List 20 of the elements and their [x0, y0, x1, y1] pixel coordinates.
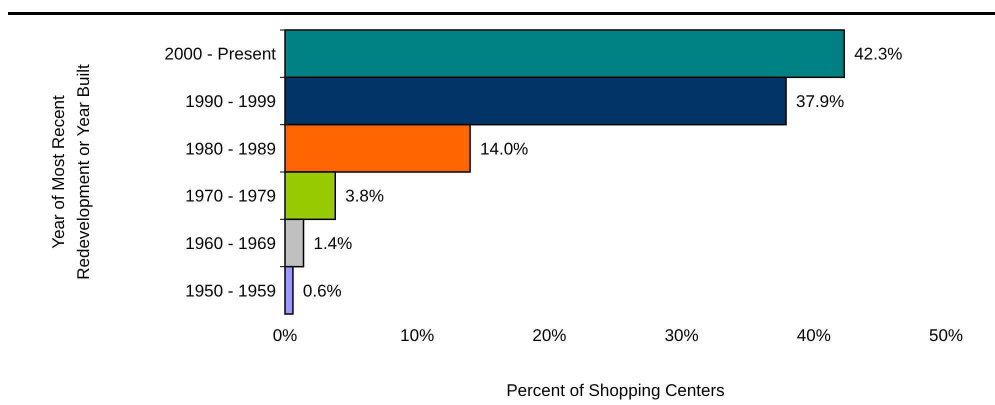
y-tick-label: 1950 - 1959: [185, 281, 276, 300]
y-tick-label: 1960 - 1969: [185, 234, 276, 253]
x-tick-label: 40%: [796, 326, 831, 345]
data-label: 3.8%: [345, 186, 384, 206]
y-axis-title: Year of Most Recent Redevelopment or Year Built: [49, 64, 93, 280]
y-tick-label: 1970 - 1979: [185, 186, 276, 206]
data-label: 37.9%: [796, 92, 844, 111]
y-tick-label: 1990 - 1999: [185, 92, 276, 111]
data-label: 42.3%: [854, 44, 902, 64]
x-tick-label: 20%: [532, 326, 566, 345]
data-label: 1.4%: [314, 234, 352, 253]
x-tick-label: 30%: [664, 326, 699, 345]
data-label: 14.0%: [480, 139, 528, 158]
y-tick-label: 2000 - Present: [164, 44, 276, 64]
y-tick-label: 1980 - 1989: [185, 139, 276, 158]
x-tick-label: 50%: [928, 326, 964, 345]
x-tick-label: 10%: [400, 326, 434, 345]
x-axis-title: Percent of Shopping Centers: [506, 381, 725, 400]
x-tick-label: 0%: [272, 326, 298, 345]
data-label: 0.6%: [302, 281, 342, 300]
